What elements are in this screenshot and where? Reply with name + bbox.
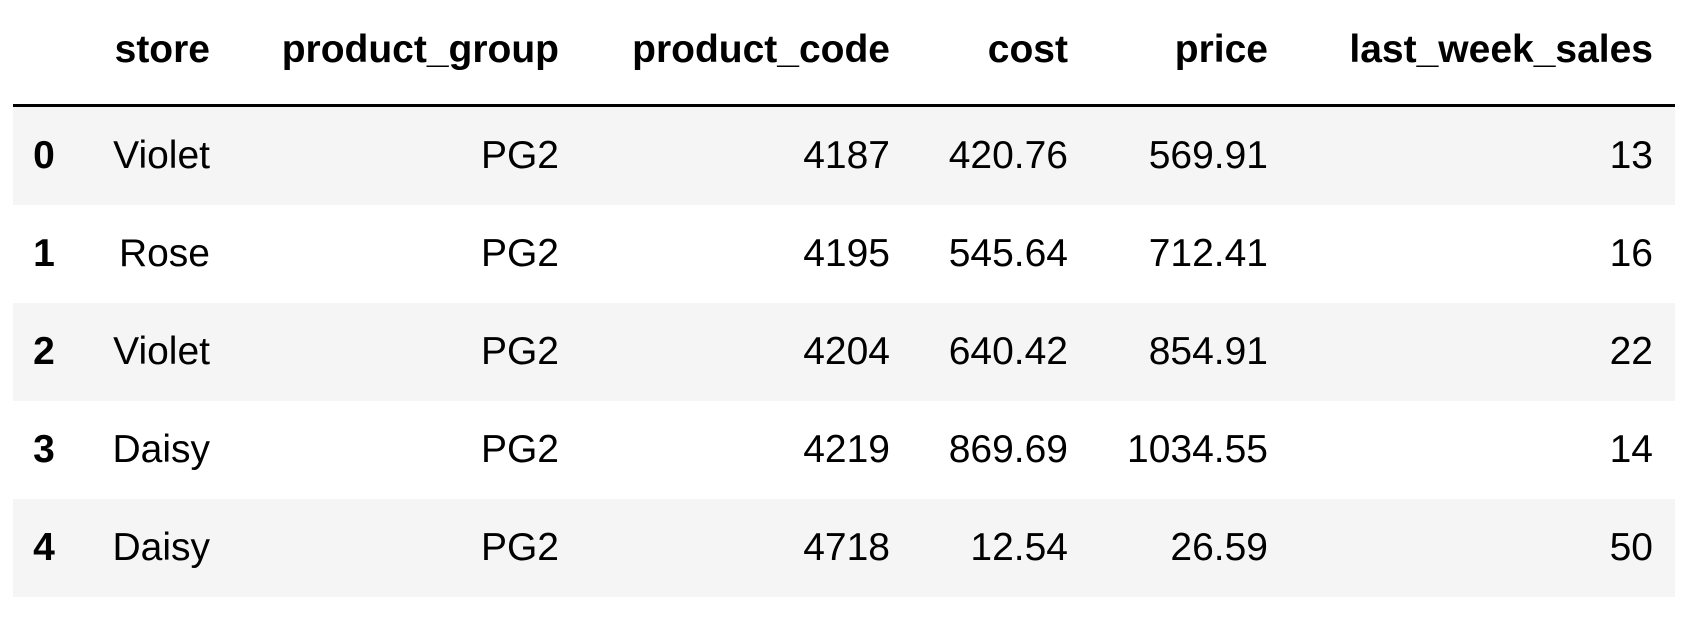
table-row: 3 Daisy PG2 4219 869.69 1034.55 14 <box>13 401 1675 499</box>
cell-price: 712.41 <box>1148 232 1268 275</box>
cell-last-week-sales: 22 <box>1609 330 1653 373</box>
cell-product-code: 4187 <box>803 134 890 177</box>
row-index: 2 <box>33 330 55 373</box>
table-row: 4 Daisy PG2 4718 12.54 26.59 50 <box>13 499 1675 597</box>
row-index: 1 <box>33 232 55 275</box>
cell-last-week-sales: 50 <box>1609 526 1653 569</box>
row-index: 4 <box>33 526 55 569</box>
cell-product-group: PG2 <box>480 526 559 569</box>
cell-price: 854.91 <box>1148 330 1268 373</box>
cell-last-week-sales: 14 <box>1609 428 1653 471</box>
table-row: 1 Rose PG2 4195 545.64 712.41 16 <box>13 205 1675 303</box>
cell-store: Violet <box>113 330 210 373</box>
row-index: 3 <box>33 428 55 471</box>
cell-product-code: 4219 <box>803 428 890 471</box>
cell-product-code: 4195 <box>803 232 890 275</box>
cell-last-week-sales: 16 <box>1609 232 1653 275</box>
cell-product-code: 4204 <box>803 330 890 373</box>
cell-store: Daisy <box>112 428 210 471</box>
cell-price: 1034.55 <box>1127 428 1268 471</box>
cell-product-group: PG2 <box>480 134 559 177</box>
cell-price: 569.91 <box>1148 134 1268 177</box>
column-header-cost: cost <box>908 0 1086 107</box>
cell-product-group: PG2 <box>480 330 559 373</box>
row-index: 0 <box>33 134 55 177</box>
cell-price: 26.59 <box>1170 526 1268 569</box>
cell-cost: 869.69 <box>948 428 1068 471</box>
table-row: 0 Violet PG2 4187 420.76 569.91 13 <box>13 105 1675 205</box>
cell-cost: 640.42 <box>948 330 1068 373</box>
header-row: store product_group product_code cost pr… <box>13 0 1675 107</box>
cell-store: Violet <box>113 134 210 177</box>
cell-cost: 420.76 <box>948 134 1068 177</box>
column-header-price: price <box>1086 0 1286 107</box>
cell-product-group: PG2 <box>480 428 559 471</box>
cell-store: Rose <box>118 232 210 275</box>
column-header-product-code: product_code <box>577 0 908 107</box>
cell-cost: 545.64 <box>948 232 1068 275</box>
cell-store: Daisy <box>112 526 210 569</box>
column-header-store: store <box>75 0 228 107</box>
column-header-product-group: product_group <box>228 0 577 107</box>
column-header-last-week-sales: last_week_sales <box>1286 0 1675 107</box>
table-row: 2 Violet PG2 4204 640.42 854.91 22 <box>13 303 1675 401</box>
cell-product-code: 4718 <box>803 526 890 569</box>
dataframe-table: store product_group product_code cost pr… <box>13 0 1675 597</box>
index-header <box>13 0 75 107</box>
cell-product-group: PG2 <box>480 232 559 275</box>
cell-last-week-sales: 13 <box>1609 134 1653 177</box>
cell-cost: 12.54 <box>970 526 1068 569</box>
